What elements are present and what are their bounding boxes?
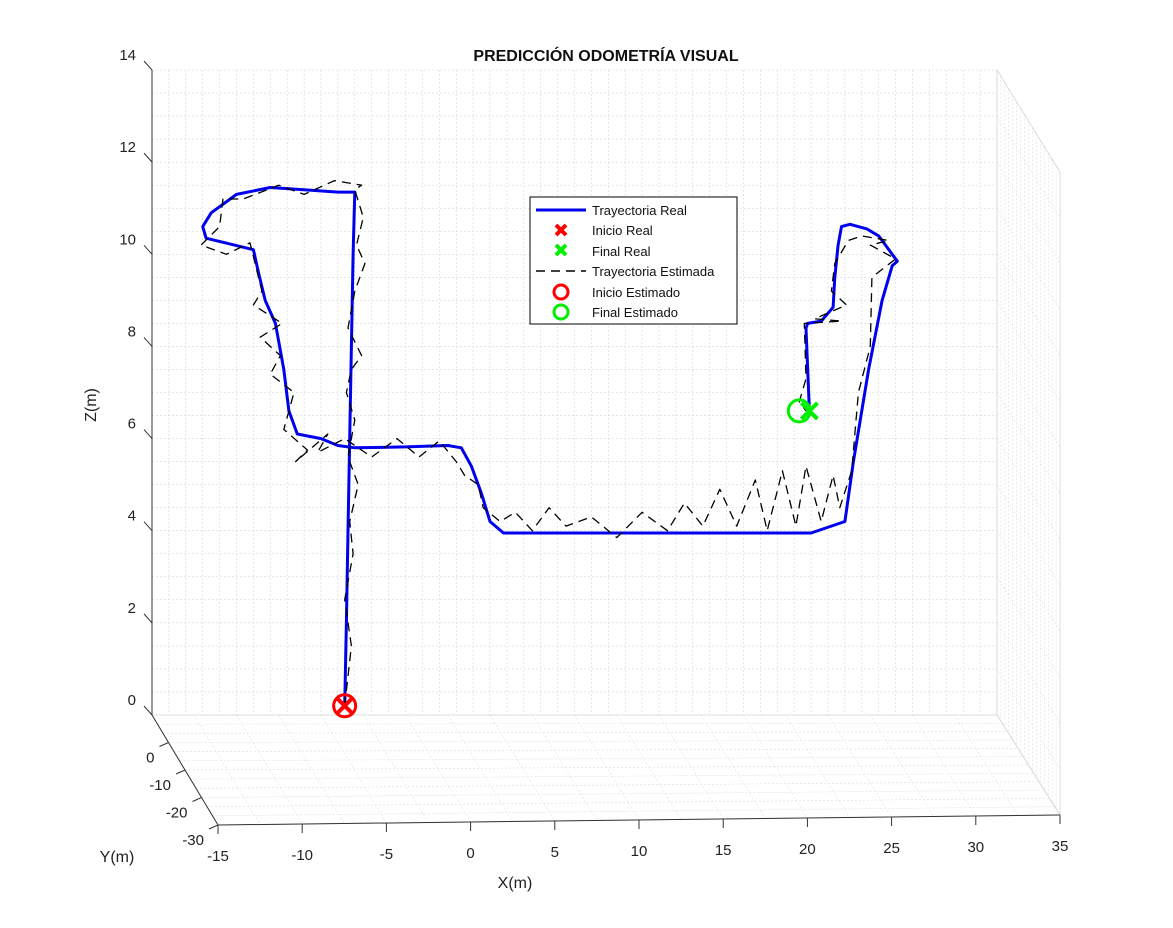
floor-grid-line-x	[363, 714, 429, 823]
floor-grid-line	[206, 798, 1050, 807]
data-layer	[200, 179, 899, 706]
z-tick-label: 6	[128, 416, 136, 433]
legend-box	[529, 196, 738, 325]
floor-grid-line	[195, 781, 1040, 789]
grid-layer	[151, 68, 1061, 826]
floor-grid-line-x	[616, 714, 682, 820]
legend-label-end-est: Final Estimado	[592, 305, 678, 320]
z-tick	[143, 244, 153, 255]
floor-grid-line-x	[489, 714, 556, 822]
y-tick	[192, 797, 202, 802]
legend-label-start-est: Inicio Estimado	[592, 285, 680, 300]
floor-grid-line-x	[278, 714, 345, 824]
y-tick	[175, 769, 186, 775]
x-tick-label: 10	[631, 843, 648, 860]
z-tick	[143, 613, 153, 624]
floor-grid-line-x	[743, 714, 808, 819]
x-axis-label: X(m)	[498, 875, 533, 892]
floor-grid-line-x	[236, 714, 303, 825]
legend-label-estimated: Trayectoria Estimada	[592, 264, 715, 279]
z-tick	[143, 521, 153, 532]
marker-layer	[332, 398, 819, 719]
y-tick	[208, 824, 219, 830]
marker-inicio-estimado	[332, 693, 358, 719]
x-tick-label: -5	[380, 846, 393, 863]
floor-grid-line	[168, 739, 1013, 743]
legend-label-real: Trayectoria Real	[592, 203, 687, 218]
floor-grid-line-x	[405, 714, 471, 823]
z-tick	[143, 60, 153, 71]
series-trayectoria-real	[201, 186, 899, 706]
floor-grid-line-x	[194, 714, 261, 825]
y-tick-label: -30	[182, 832, 204, 849]
floor-grid-line	[157, 723, 1003, 725]
z-tick	[143, 152, 153, 163]
marker-final-real-b	[799, 401, 819, 421]
x-tick-label: -15	[207, 848, 229, 865]
legend-swatch-end-real	[554, 243, 568, 257]
y-tick-label: 0	[146, 750, 154, 767]
legend-label-end-real: Final Real	[592, 244, 651, 259]
floor-grid-line-x	[827, 714, 892, 818]
floor-grid-line-x	[785, 714, 850, 818]
z-tick-label: 8	[128, 323, 136, 340]
y-tick-label: -20	[166, 805, 188, 822]
floor-grid-line	[173, 748, 1019, 752]
floor-grid-line-x	[320, 714, 387, 824]
x-tick-label: 15	[715, 842, 732, 859]
floor-grid-line-x	[574, 714, 640, 821]
y-tick	[159, 742, 169, 747]
x-tick-label: 30	[967, 839, 984, 856]
marker-inicio-real-b	[335, 696, 355, 716]
axes-layer: -15 -10 -5 0 5 10 15 20 25 30 35 -30 -20 -10 0 0 2 4 6 8 10 1…	[119, 47, 1068, 865]
marker-inicio-real	[335, 696, 355, 716]
floor-grid-line-x	[701, 714, 766, 819]
x-tick-label: 35	[1052, 838, 1069, 855]
chart-title: PREDICCIÓN ODOMETRÍA VISUAL	[473, 46, 738, 65]
series-trayectoria-estimada	[200, 179, 897, 706]
x-tick-label: -10	[291, 847, 313, 864]
x-tick-label: 20	[799, 841, 816, 858]
chart-legend: Trayectoria Real Inicio Real Final Real …	[529, 196, 738, 325]
z-tick-label: 14	[119, 47, 136, 64]
floor-grid-line	[190, 773, 1034, 780]
x-tick-label: 5	[551, 844, 559, 861]
marker-final-real	[799, 401, 819, 421]
z-tick-label: 10	[119, 231, 136, 248]
z-axis-label: Z(m)	[83, 388, 100, 422]
z-tick-label: 2	[128, 600, 136, 617]
z-tick	[143, 705, 153, 716]
legend-label-start-real: Inicio Real	[592, 223, 653, 238]
x-tick-label: 25	[883, 840, 900, 857]
z-tick	[143, 337, 153, 347]
floor-grid-line-x	[447, 714, 513, 822]
x-tick-label: 0	[466, 845, 474, 862]
z-tick	[143, 429, 153, 439]
y-axis-label: Y(m)	[100, 849, 135, 866]
z-tick-label: 4	[128, 508, 136, 525]
floor-grid-line-x	[658, 714, 724, 820]
floor-grid-line-x	[532, 714, 598, 821]
z-tick-label: 0	[128, 692, 136, 709]
floor-grid-line	[179, 756, 1024, 762]
legend-swatch-end-est	[552, 303, 570, 321]
floor	[151, 714, 1061, 826]
legend-swatch-start-real	[554, 223, 568, 237]
z-tick-label: 12	[119, 139, 136, 156]
legend-swatch-start-est	[552, 283, 570, 301]
floor-grid-line	[162, 731, 1008, 734]
y-tick-label: -10	[149, 777, 171, 794]
